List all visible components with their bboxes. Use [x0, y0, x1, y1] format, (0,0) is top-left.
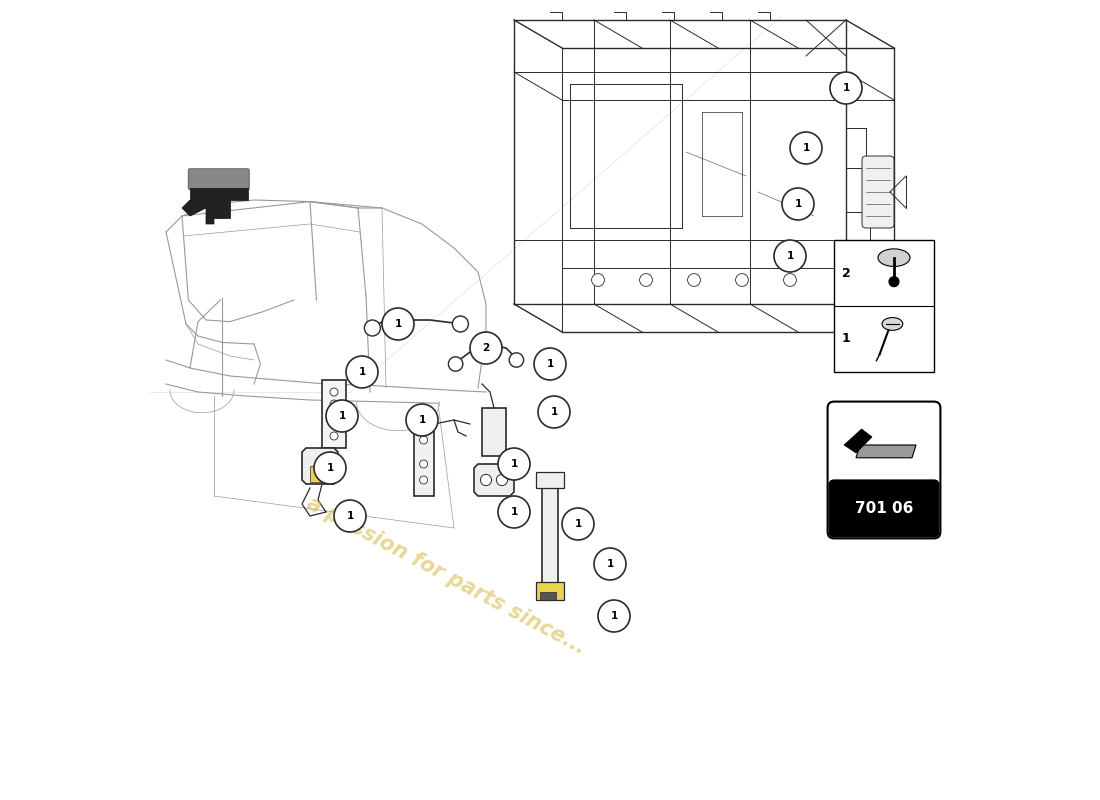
Circle shape [364, 320, 381, 336]
Circle shape [419, 476, 428, 484]
Circle shape [562, 508, 594, 540]
Text: 1: 1 [610, 611, 617, 621]
Circle shape [534, 348, 566, 380]
Text: 1: 1 [802, 143, 810, 153]
Text: 1: 1 [327, 463, 333, 473]
Circle shape [790, 132, 822, 164]
Polygon shape [844, 429, 872, 453]
Polygon shape [856, 445, 916, 458]
FancyBboxPatch shape [862, 156, 894, 228]
Circle shape [688, 274, 701, 286]
Circle shape [594, 548, 626, 580]
Circle shape [330, 388, 338, 396]
Text: a passion for parts since...: a passion for parts since... [302, 494, 588, 658]
Circle shape [326, 400, 358, 432]
Text: 2: 2 [483, 343, 490, 353]
Circle shape [314, 452, 346, 484]
Circle shape [639, 274, 652, 286]
Bar [322, 380, 346, 448]
Circle shape [774, 240, 806, 272]
Circle shape [498, 448, 530, 480]
Circle shape [736, 274, 748, 286]
Circle shape [889, 276, 900, 287]
Bar [536, 582, 564, 600]
Bar [542, 476, 558, 600]
Bar [310, 466, 322, 482]
Text: 1: 1 [786, 251, 793, 261]
Circle shape [783, 274, 796, 286]
Circle shape [538, 396, 570, 428]
Circle shape [481, 474, 492, 486]
Text: 1: 1 [547, 359, 553, 369]
Circle shape [592, 274, 604, 286]
Text: 1: 1 [606, 559, 614, 569]
Text: 2: 2 [842, 267, 850, 280]
Circle shape [419, 424, 428, 432]
Circle shape [449, 357, 463, 371]
Text: 1: 1 [574, 519, 582, 529]
Text: 1: 1 [359, 367, 365, 377]
Polygon shape [302, 448, 338, 484]
Circle shape [419, 460, 428, 468]
Circle shape [498, 496, 530, 528]
Bar [414, 416, 435, 496]
Text: 701 06: 701 06 [855, 501, 913, 516]
Circle shape [598, 600, 630, 632]
Text: 1: 1 [550, 407, 558, 417]
Text: 1: 1 [395, 319, 402, 329]
Circle shape [452, 316, 469, 332]
Text: 1: 1 [794, 199, 802, 209]
Circle shape [830, 72, 862, 104]
Circle shape [346, 356, 378, 388]
Circle shape [419, 436, 428, 444]
Ellipse shape [878, 249, 910, 266]
Text: 1: 1 [346, 511, 353, 521]
Bar [540, 592, 557, 600]
Text: 1: 1 [339, 411, 345, 421]
Text: 1: 1 [510, 459, 518, 469]
Text: 1: 1 [510, 507, 518, 517]
FancyBboxPatch shape [827, 402, 940, 538]
Polygon shape [190, 188, 248, 218]
Circle shape [406, 404, 438, 436]
Text: 1: 1 [843, 83, 849, 93]
Circle shape [496, 474, 507, 486]
Polygon shape [182, 200, 214, 224]
Circle shape [334, 500, 366, 532]
Circle shape [509, 353, 524, 367]
Bar [482, 408, 506, 456]
Circle shape [330, 400, 338, 408]
Circle shape [330, 432, 338, 440]
Circle shape [782, 188, 814, 220]
Circle shape [330, 416, 338, 424]
Bar [834, 240, 934, 372]
Ellipse shape [882, 318, 903, 330]
Polygon shape [474, 464, 514, 496]
FancyBboxPatch shape [188, 169, 250, 190]
Text: 1: 1 [418, 415, 426, 425]
Circle shape [382, 308, 414, 340]
Circle shape [470, 332, 502, 364]
FancyBboxPatch shape [829, 480, 938, 537]
Text: 1: 1 [842, 332, 850, 345]
Bar [536, 472, 564, 488]
